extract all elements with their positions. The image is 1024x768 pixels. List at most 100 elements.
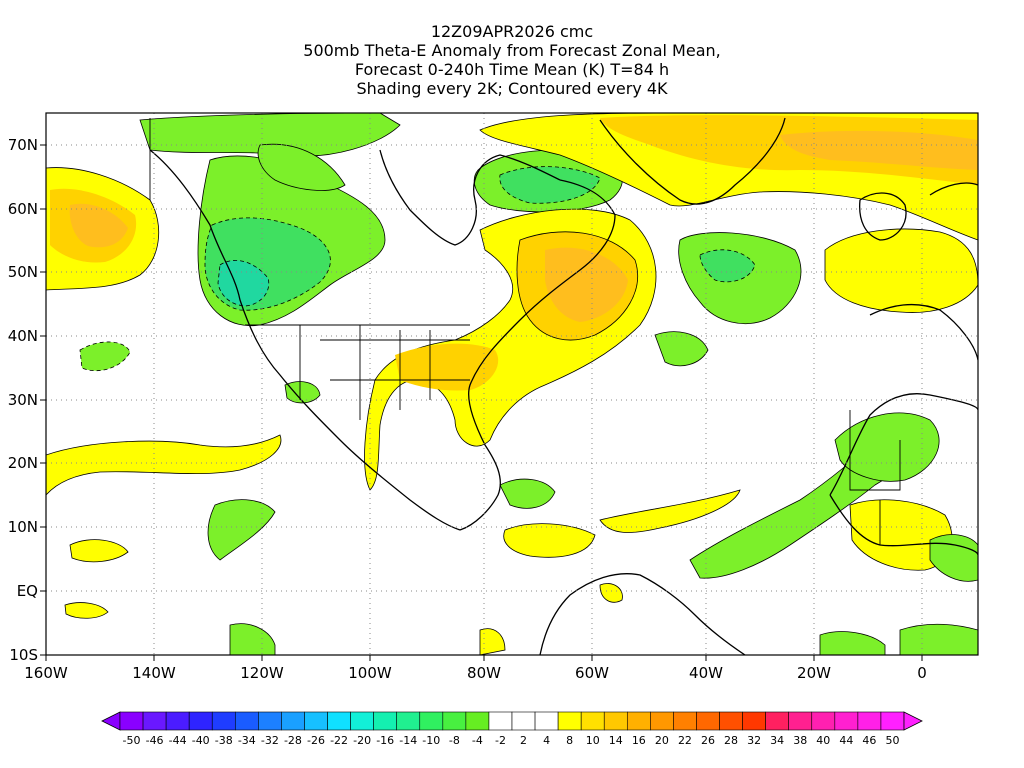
lon-label: 160W <box>24 664 68 682</box>
colorbar-label: 46 <box>862 734 876 747</box>
colorbar-label: 44 <box>839 734 853 747</box>
lat-label: 50N <box>8 263 38 281</box>
colorbar-label: 20 <box>655 734 669 747</box>
colorbar-label: -28 <box>284 734 302 747</box>
colorbar-label: 50 <box>885 734 899 747</box>
colorbar-label: 40 <box>816 734 830 747</box>
title-line-2: 500mb Theta-E Anomaly from Forecast Zona… <box>303 41 721 60</box>
lat-label: EQ <box>17 582 38 600</box>
colorbar-swatch <box>281 711 305 731</box>
colorbar-swatch <box>511 711 536 731</box>
lat-label: 20N <box>8 454 38 472</box>
colorbar-label: 2 <box>520 734 527 747</box>
colorbar-swatch <box>857 711 882 731</box>
colorbar-label: -14 <box>399 734 417 747</box>
colorbar-swatch <box>234 711 259 731</box>
colorbar-label: 26 <box>701 734 715 747</box>
colorbar-swatch <box>327 711 351 731</box>
colorbar-swatch <box>142 711 167 731</box>
colorbar-label: -22 <box>330 734 348 747</box>
colorbar-label: -16 <box>376 734 394 747</box>
title-line-3: Forecast 0-240h Time Mean (K) T=84 h <box>354 60 670 79</box>
lat-label: 70N <box>8 136 38 154</box>
colorbar-label: -38 <box>215 734 233 747</box>
colorbar-label: 34 <box>770 734 784 747</box>
graticule <box>46 113 978 655</box>
colorbar-label: -34 <box>238 734 256 747</box>
lon-label: 60W <box>575 664 609 682</box>
latitude-axis <box>40 144 46 656</box>
lon-label: 40W <box>689 664 723 682</box>
colorbar-swatch <box>396 711 421 731</box>
colorbar-swatch <box>419 711 444 731</box>
map-area <box>46 113 978 655</box>
lon-label: 80W <box>467 664 501 682</box>
country-borders <box>149 118 901 545</box>
colorbar-swatch <box>258 711 282 731</box>
colorbar-swatch <box>188 711 213 731</box>
colorbar-label: 22 <box>678 734 692 747</box>
colorbar-label: 16 <box>632 734 646 747</box>
colorbar-label: -40 <box>192 734 210 747</box>
colorbar-swatch <box>673 711 697 731</box>
lon-label: 140W <box>132 664 176 682</box>
anomaly-shading <box>46 113 978 655</box>
lat-label: 10N <box>8 518 38 536</box>
colorbar-swatch <box>119 711 144 731</box>
colorbar-swatch <box>465 711 490 731</box>
colorbar-swatch <box>373 711 398 731</box>
colorbar-swatch <box>603 711 628 731</box>
colorbar-swatch <box>488 711 513 731</box>
coastlines <box>149 117 978 655</box>
colorbar-label: 14 <box>609 734 623 747</box>
lat-label: 60N <box>8 200 38 218</box>
lat-label: 30N <box>8 391 38 409</box>
plot-titles: 12Z09APR2026 cmc 500mb Theta-E Anomaly f… <box>0 22 1024 98</box>
colorbar-swatch <box>350 711 374 731</box>
colorbar-label: 38 <box>793 734 807 747</box>
colorbar-swatch <box>304 711 328 731</box>
colorbar-swatch <box>765 711 790 731</box>
colorbar-swatch <box>626 711 651 731</box>
colorbar-swatch <box>696 711 720 731</box>
colorbar-swatch <box>719 711 743 731</box>
colorbar: -50 -46 -44 -40 -38 -34 -32 -28 -26 -22 -20 -16 -14-… <box>101 711 923 747</box>
colorbar-label: 4 <box>543 734 550 747</box>
colorbar-swatch <box>650 711 674 731</box>
latitude-labels: 70N 60N 50N 40N 30N 20N 10N EQ 10S <box>8 136 38 664</box>
colorbar-label: -2 <box>495 734 506 747</box>
colorbar-swatch <box>834 711 859 731</box>
lon-label: 100W <box>348 664 392 682</box>
colorbar-label: -46 <box>146 734 164 747</box>
longitude-axis <box>45 655 923 661</box>
colorbar-label: -44 <box>169 734 187 747</box>
colorbar-swatch <box>880 711 905 731</box>
colorbar-label: -4 <box>472 734 483 747</box>
lon-label: 0 <box>917 664 927 682</box>
colorbar-swatch <box>442 711 467 731</box>
colorbar-label: 28 <box>724 734 738 747</box>
colorbar-swatch <box>580 711 605 731</box>
lon-label: 20W <box>797 664 831 682</box>
longitude-labels: 160W 140W 120W 100W 80W 60W 40W 20W 0 <box>24 664 927 682</box>
colorbar-label: -20 <box>353 734 371 747</box>
map-frame <box>45 112 979 656</box>
colorbar-arrow-right <box>903 711 923 731</box>
colorbar-label: -50 <box>123 734 141 747</box>
colorbar-swatch <box>742 711 766 731</box>
lon-label: 120W <box>240 664 284 682</box>
colorbar-label: 8 <box>566 734 573 747</box>
colorbar-swatch <box>534 711 559 731</box>
colorbar-swatch <box>788 711 813 731</box>
title-line-1: 12Z09APR2026 cmc <box>430 22 594 41</box>
colorbar-arrow-left <box>101 711 121 731</box>
colorbar-swatch <box>211 711 236 731</box>
colorbar-label: -32 <box>261 734 279 747</box>
colorbar-label: 32 <box>747 734 761 747</box>
lat-label: 40N <box>8 327 38 345</box>
colorbar-label: -26 <box>307 734 325 747</box>
lat-label: 10S <box>9 646 38 664</box>
colorbar-label: -10 <box>422 734 440 747</box>
colorbar-label: -8 <box>449 734 460 747</box>
